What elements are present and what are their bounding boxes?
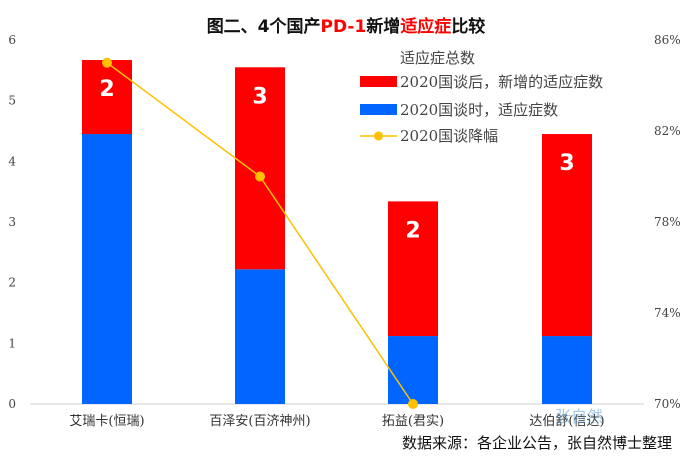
legend-swatch-new <box>360 76 397 87</box>
line-point <box>255 171 265 182</box>
left-tick-label: 6 <box>8 33 16 47</box>
bar-data-label: 2 <box>99 77 114 102</box>
legend-swatch-base <box>360 104 397 115</box>
bar-new-segment <box>542 134 592 337</box>
category-label: 百泽安(百济神州) <box>209 414 310 429</box>
left-tick-label: 1 <box>8 336 16 350</box>
left-tick-label: 3 <box>8 215 16 229</box>
title-part-1: 图二、4个国产 <box>207 16 321 37</box>
title-part-4: 适应症 <box>400 16 451 37</box>
right-axis: 70% 74% 78% 82% 86% <box>654 33 681 411</box>
line-point <box>408 399 418 409</box>
category-label: 达伯舒(信达) <box>529 414 604 429</box>
category-labels: 艾瑞卡(恒瑞) 百泽安(百济神州) 拓益(君实) 达伯舒(信达) <box>69 414 604 429</box>
bar-base-segment <box>82 134 132 405</box>
title-part-2: PD-1 <box>321 17 367 37</box>
title-part-5: 比较 <box>451 16 485 37</box>
watermark: 张自然 <box>555 407 603 426</box>
left-axis: 0 1 2 3 4 5 6 <box>8 33 16 411</box>
bars: 2 3 2 3 <box>82 60 592 405</box>
legend-label-line: 2020国谈降幅 <box>400 127 498 145</box>
line-point <box>102 57 112 68</box>
left-tick-label: 4 <box>8 154 16 168</box>
bar-base-segment <box>388 336 438 404</box>
right-tick-label: 78% <box>654 215 681 229</box>
right-tick-label: 82% <box>654 124 681 138</box>
bar-base-segment <box>235 269 285 404</box>
right-tick-label: 70% <box>654 397 681 411</box>
right-tick-label: 74% <box>654 306 681 320</box>
bar-base-segment <box>542 336 592 404</box>
source-note: 数据来源：各企业公告，张自然博士整理 <box>402 434 672 452</box>
legend-label-new: 2020国谈后，新增的适应症数 <box>400 73 603 91</box>
left-tick-label: 2 <box>8 276 16 290</box>
line-series <box>102 57 418 409</box>
bar-new-segment <box>235 67 285 270</box>
left-tick-label: 5 <box>8 94 16 108</box>
category-label: 拓益(君实) <box>382 414 444 429</box>
legend-title: 适应症总数 <box>400 49 475 67</box>
bar-data-label: 3 <box>252 84 267 109</box>
bar-data-label: 2 <box>405 218 420 243</box>
legend: 适应症总数 2020国谈后，新增的适应症数 2020国谈时，适应症数 2020国… <box>360 49 603 145</box>
title-part-3: 新增 <box>366 16 400 37</box>
bar-data-label: 3 <box>559 151 574 176</box>
bar-new-segment <box>388 201 438 337</box>
right-tick-label: 86% <box>654 33 681 47</box>
chart-title: 图二、4个国产PD-1新增适应症比较 <box>207 16 486 37</box>
bar-new-segment <box>82 60 132 135</box>
legend-label-base: 2020国谈时，适应症数 <box>400 101 558 119</box>
legend-line-marker <box>374 131 383 141</box>
category-label: 艾瑞卡(恒瑞) <box>69 414 144 429</box>
left-tick-label: 0 <box>8 397 16 411</box>
